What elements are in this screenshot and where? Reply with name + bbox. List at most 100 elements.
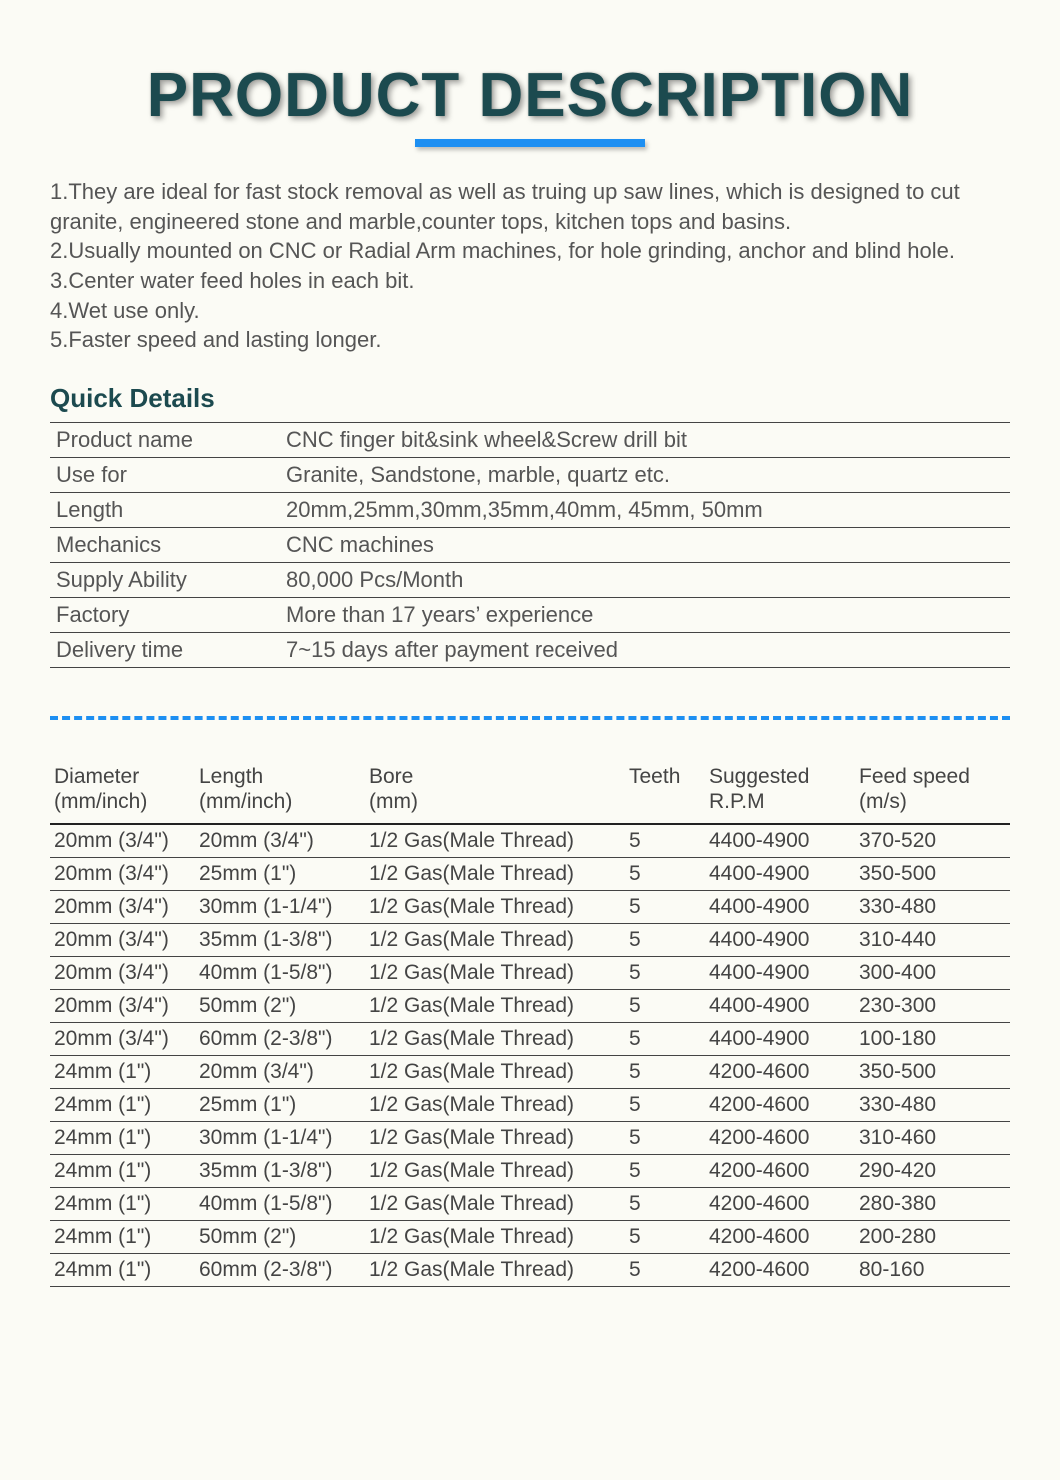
specs-cell-length: 20mm (3/4") bbox=[195, 1055, 365, 1088]
description-item: 4.Wet use only. bbox=[50, 296, 1010, 326]
description-item: 2.Usually mounted on CNC or Radial Arm m… bbox=[50, 236, 1010, 266]
details-value: CNC machines bbox=[280, 528, 1010, 563]
details-label: Product name bbox=[50, 423, 280, 458]
details-label: Supply Ability bbox=[50, 563, 280, 598]
specs-cell-diameter: 24mm (1") bbox=[50, 1055, 195, 1088]
specs-cell-teeth: 5 bbox=[625, 1121, 705, 1154]
specs-row: 24mm (1")40mm (1-5/8")1/2 Gas(Male Threa… bbox=[50, 1187, 1010, 1220]
specs-cell-rpm: 4400-4900 bbox=[705, 923, 855, 956]
specs-cell-feed: 280-380 bbox=[855, 1187, 1010, 1220]
specs-cell-rpm: 4400-4900 bbox=[705, 857, 855, 890]
details-label: Length bbox=[50, 493, 280, 528]
specs-cell-teeth: 5 bbox=[625, 1187, 705, 1220]
specs-cell-feed: 350-500 bbox=[855, 857, 1010, 890]
specs-cell-feed: 330-480 bbox=[855, 1088, 1010, 1121]
specs-cell-bore: 1/2 Gas(Male Thread) bbox=[365, 1154, 625, 1187]
specs-cell-diameter: 24mm (1") bbox=[50, 1154, 195, 1187]
specs-cell-rpm: 4200-4600 bbox=[705, 1154, 855, 1187]
description-item: 1.They are ideal for fast stock removal … bbox=[50, 177, 1010, 236]
title-underline bbox=[415, 139, 645, 147]
specs-cell-bore: 1/2 Gas(Male Thread) bbox=[365, 923, 625, 956]
specs-cell-teeth: 5 bbox=[625, 857, 705, 890]
specs-cell-bore: 1/2 Gas(Male Thread) bbox=[365, 890, 625, 923]
details-row: MechanicsCNC machines bbox=[50, 528, 1010, 563]
details-label: Use for bbox=[50, 458, 280, 493]
specs-cell-bore: 1/2 Gas(Male Thread) bbox=[365, 857, 625, 890]
specs-cell-bore: 1/2 Gas(Male Thread) bbox=[365, 989, 625, 1022]
details-value: 7~15 days after payment received bbox=[280, 633, 1010, 668]
specs-header-bore: Bore(mm) bbox=[365, 764, 625, 823]
details-value: 80,000 Pcs/Month bbox=[280, 563, 1010, 598]
specs-cell-bore: 1/2 Gas(Male Thread) bbox=[365, 1253, 625, 1286]
details-value: Granite, Sandstone, marble, quartz etc. bbox=[280, 458, 1010, 493]
specs-cell-teeth: 5 bbox=[625, 1055, 705, 1088]
details-row: FactoryMore than 17 years’ experience bbox=[50, 598, 1010, 633]
specs-row: 20mm (3/4")50mm (2")1/2 Gas(Male Thread)… bbox=[50, 989, 1010, 1022]
specs-cell-feed: 310-440 bbox=[855, 923, 1010, 956]
specs-cell-rpm: 4400-4900 bbox=[705, 956, 855, 989]
specs-cell-teeth: 5 bbox=[625, 923, 705, 956]
specs-cell-diameter: 24mm (1") bbox=[50, 1088, 195, 1121]
specs-cell-teeth: 5 bbox=[625, 890, 705, 923]
specs-cell-diameter: 20mm (3/4") bbox=[50, 824, 195, 858]
specs-cell-diameter: 24mm (1") bbox=[50, 1121, 195, 1154]
specs-cell-length: 50mm (2") bbox=[195, 989, 365, 1022]
specs-cell-teeth: 5 bbox=[625, 1220, 705, 1253]
specs-row: 24mm (1")60mm (2-3/8")1/2 Gas(Male Threa… bbox=[50, 1253, 1010, 1286]
specs-cell-feed: 310-460 bbox=[855, 1121, 1010, 1154]
specs-cell-diameter: 24mm (1") bbox=[50, 1187, 195, 1220]
specs-cell-teeth: 5 bbox=[625, 956, 705, 989]
specs-cell-length: 35mm (1-3/8") bbox=[195, 1154, 365, 1187]
title-block: PRODUCT DESCRIPTION bbox=[50, 60, 1010, 147]
specs-cell-length: 50mm (2") bbox=[195, 1220, 365, 1253]
specs-row: 20mm (3/4")40mm (1-5/8")1/2 Gas(Male Thr… bbox=[50, 956, 1010, 989]
specs-cell-length: 60mm (2-3/8") bbox=[195, 1253, 365, 1286]
specs-row: 24mm (1")25mm (1")1/2 Gas(Male Thread)54… bbox=[50, 1088, 1010, 1121]
specs-cell-length: 60mm (2-3/8") bbox=[195, 1022, 365, 1055]
specs-cell-diameter: 24mm (1") bbox=[50, 1253, 195, 1286]
specs-cell-length: 25mm (1") bbox=[195, 857, 365, 890]
specs-cell-rpm: 4400-4900 bbox=[705, 989, 855, 1022]
details-value: More than 17 years’ experience bbox=[280, 598, 1010, 633]
details-value: CNC finger bit&sink wheel&Screw drill bi… bbox=[280, 423, 1010, 458]
specs-cell-diameter: 24mm (1") bbox=[50, 1220, 195, 1253]
details-label: Factory bbox=[50, 598, 280, 633]
details-row: Supply Ability80,000 Pcs/Month bbox=[50, 563, 1010, 598]
specs-table: Diameter(mm/inch)Length(mm/inch)Bore(mm)… bbox=[50, 764, 1010, 1286]
specs-cell-length: 20mm (3/4") bbox=[195, 824, 365, 858]
specs-cell-bore: 1/2 Gas(Male Thread) bbox=[365, 1055, 625, 1088]
details-label: Mechanics bbox=[50, 528, 280, 563]
specs-cell-length: 40mm (1-5/8") bbox=[195, 1187, 365, 1220]
specs-row: 24mm (1")30mm (1-1/4")1/2 Gas(Male Threa… bbox=[50, 1121, 1010, 1154]
specs-cell-bore: 1/2 Gas(Male Thread) bbox=[365, 956, 625, 989]
specs-row: 24mm (1")50mm (2")1/2 Gas(Male Thread)54… bbox=[50, 1220, 1010, 1253]
specs-cell-feed: 350-500 bbox=[855, 1055, 1010, 1088]
details-row: Use forGranite, Sandstone, marble, quart… bbox=[50, 458, 1010, 493]
specs-cell-bore: 1/2 Gas(Male Thread) bbox=[365, 1121, 625, 1154]
specs-cell-feed: 290-420 bbox=[855, 1154, 1010, 1187]
details-row: Delivery time7~15 days after payment rec… bbox=[50, 633, 1010, 668]
specs-row: 20mm (3/4")25mm (1")1/2 Gas(Male Thread)… bbox=[50, 857, 1010, 890]
details-row: Product nameCNC finger bit&sink wheel&Sc… bbox=[50, 423, 1010, 458]
specs-cell-diameter: 20mm (3/4") bbox=[50, 857, 195, 890]
specs-cell-teeth: 5 bbox=[625, 1154, 705, 1187]
specs-cell-rpm: 4200-4600 bbox=[705, 1121, 855, 1154]
specs-cell-diameter: 20mm (3/4") bbox=[50, 956, 195, 989]
specs-cell-diameter: 20mm (3/4") bbox=[50, 1022, 195, 1055]
specs-row: 20mm (3/4")20mm (3/4")1/2 Gas(Male Threa… bbox=[50, 824, 1010, 858]
specs-row: 20mm (3/4")35mm (1-3/8")1/2 Gas(Male Thr… bbox=[50, 923, 1010, 956]
details-label: Delivery time bbox=[50, 633, 280, 668]
specs-header-teeth: Teeth bbox=[625, 764, 705, 823]
specs-cell-feed: 100-180 bbox=[855, 1022, 1010, 1055]
quick-details-table: Product nameCNC finger bit&sink wheel&Sc… bbox=[50, 422, 1010, 668]
specs-cell-rpm: 4200-4600 bbox=[705, 1088, 855, 1121]
specs-cell-feed: 200-280 bbox=[855, 1220, 1010, 1253]
specs-cell-rpm: 4200-4600 bbox=[705, 1187, 855, 1220]
specs-row: 24mm (1")20mm (3/4")1/2 Gas(Male Thread)… bbox=[50, 1055, 1010, 1088]
specs-header-rpm: SuggestedR.P.M bbox=[705, 764, 855, 823]
specs-cell-feed: 300-400 bbox=[855, 956, 1010, 989]
specs-cell-feed: 330-480 bbox=[855, 890, 1010, 923]
specs-cell-rpm: 4400-4900 bbox=[705, 1022, 855, 1055]
specs-cell-length: 40mm (1-5/8") bbox=[195, 956, 365, 989]
dashed-divider bbox=[50, 716, 1010, 720]
